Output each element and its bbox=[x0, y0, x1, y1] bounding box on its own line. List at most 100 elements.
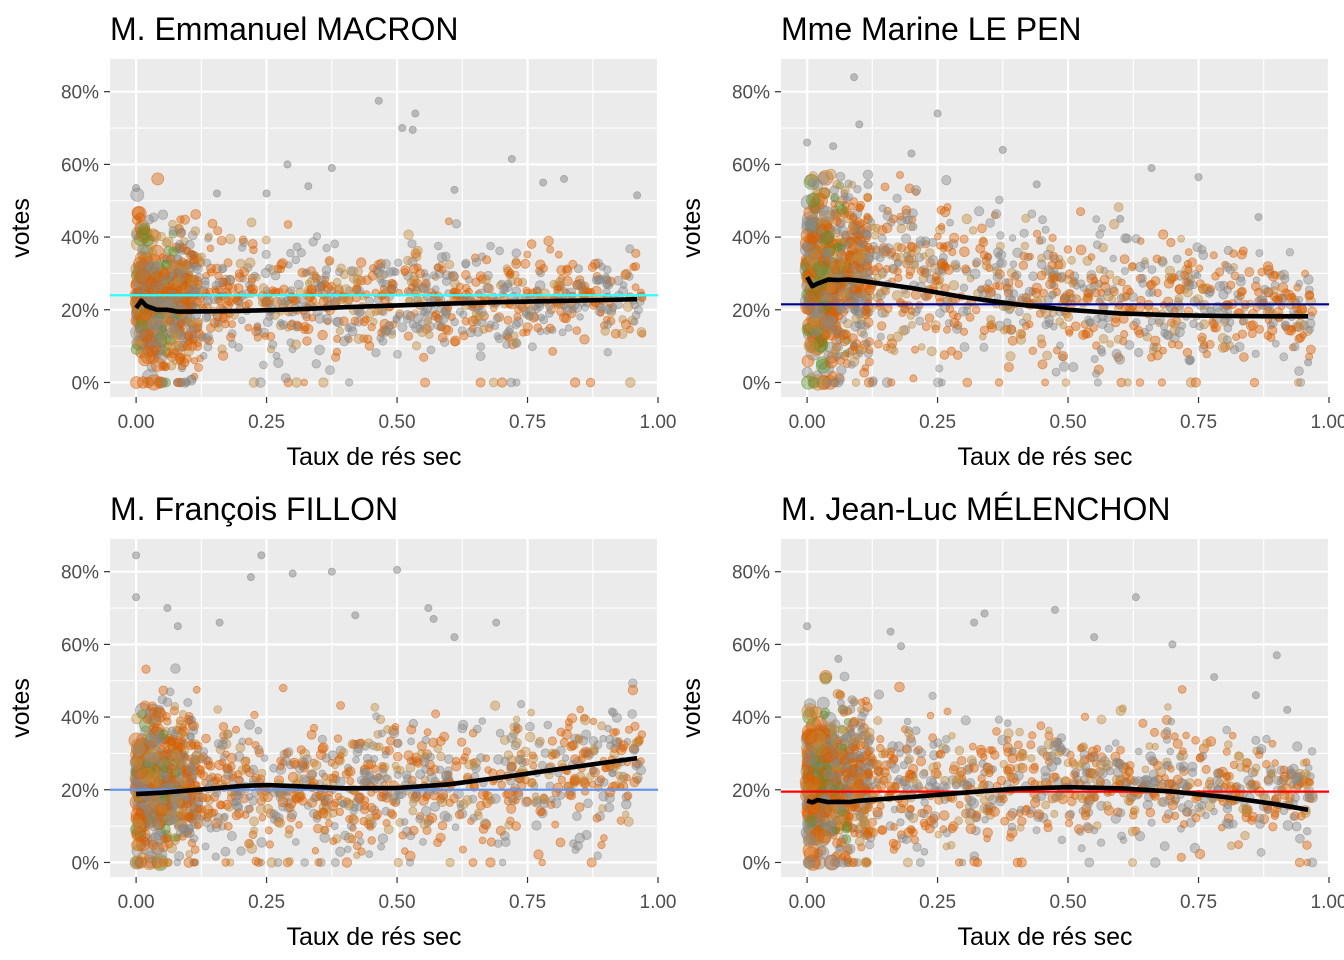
scatter-point bbox=[635, 765, 647, 776]
x-tick-label: 0.00 bbox=[789, 412, 826, 433]
scatter-point bbox=[197, 805, 206, 814]
scatter-point bbox=[556, 265, 567, 276]
scatter-point bbox=[336, 263, 346, 273]
scatter-point bbox=[1065, 329, 1074, 337]
scatter-point bbox=[296, 745, 306, 755]
scatter-point bbox=[941, 175, 952, 186]
scatter-point bbox=[213, 705, 223, 714]
scatter-point bbox=[378, 336, 388, 346]
scatter-point bbox=[1124, 340, 1135, 350]
scatter-point bbox=[285, 857, 294, 866]
scatter-point bbox=[400, 847, 409, 855]
scatter-point bbox=[991, 209, 1002, 219]
scatter-point bbox=[820, 330, 830, 340]
scatter-point bbox=[144, 214, 155, 225]
scatter-point bbox=[459, 330, 469, 341]
scatter-point bbox=[603, 319, 613, 329]
scatter-point bbox=[948, 280, 960, 291]
scatter-point bbox=[408, 825, 419, 836]
scatter-point bbox=[194, 741, 203, 750]
scatter-point bbox=[806, 192, 821, 208]
scatter-point bbox=[192, 685, 201, 694]
scatter-point bbox=[1222, 335, 1232, 345]
scatter-point bbox=[235, 791, 244, 801]
scatter-point bbox=[1113, 334, 1123, 344]
scatter-point bbox=[344, 378, 354, 387]
scatter-point bbox=[403, 331, 414, 341]
scatter-point bbox=[407, 737, 416, 746]
scatter-point bbox=[1306, 344, 1316, 355]
scatter-point bbox=[458, 719, 469, 731]
scatter-point bbox=[1092, 240, 1102, 250]
scatter-point bbox=[398, 831, 407, 840]
scatter-point bbox=[856, 349, 864, 358]
scatter-point bbox=[1147, 164, 1156, 173]
scatter-point bbox=[295, 820, 303, 829]
scatter-point bbox=[519, 328, 527, 337]
scatter-point bbox=[506, 268, 515, 277]
scatter-point bbox=[350, 316, 360, 326]
scatter-point bbox=[556, 727, 566, 737]
scatter-point bbox=[330, 858, 340, 868]
scatter-point bbox=[468, 325, 477, 333]
scatter-point bbox=[1279, 352, 1289, 362]
scatter-point bbox=[493, 839, 503, 848]
scatter-point bbox=[561, 313, 571, 324]
scatter-point bbox=[1245, 320, 1256, 331]
scatter-point bbox=[280, 373, 291, 383]
scatter-point bbox=[381, 750, 390, 759]
scatter-point bbox=[458, 845, 467, 854]
scatter-point bbox=[1255, 249, 1264, 258]
scatter-point bbox=[500, 756, 510, 766]
scatter-point bbox=[825, 168, 837, 180]
scatter-point bbox=[193, 341, 203, 351]
scatter-point bbox=[393, 857, 403, 868]
panel-1: 0.00 0.25 0.50 0.75 1.000%20%40%60%80%Taux d… bbox=[7, 11, 676, 471]
scatter-point bbox=[335, 846, 346, 857]
scatter-point bbox=[478, 836, 487, 845]
scatter-point bbox=[226, 762, 236, 772]
scatter-point bbox=[506, 803, 517, 814]
scatter-point bbox=[589, 717, 598, 726]
scatter-point bbox=[347, 326, 358, 337]
scatter-point bbox=[513, 316, 524, 328]
scatter-point bbox=[444, 259, 455, 270]
scatter-point bbox=[315, 749, 327, 761]
scatter-point bbox=[213, 226, 223, 236]
scatter-point bbox=[1092, 369, 1101, 378]
scatter-point bbox=[279, 284, 289, 294]
scatter-point bbox=[637, 730, 647, 739]
scatter-point bbox=[577, 282, 587, 292]
scatter-point bbox=[246, 573, 255, 582]
scatter-point bbox=[451, 823, 460, 831]
scatter-point bbox=[616, 816, 626, 825]
scatter-point bbox=[426, 345, 436, 355]
scatter-point bbox=[217, 800, 226, 810]
y-axis: 0%20%40%60%80% bbox=[732, 83, 781, 394]
scatter-point bbox=[525, 731, 536, 743]
scatter-point bbox=[201, 733, 211, 744]
scatter-point bbox=[1098, 333, 1109, 344]
scatter-point bbox=[257, 768, 267, 778]
scatter-point bbox=[979, 250, 989, 260]
scatter-point bbox=[225, 233, 236, 245]
scatter-point bbox=[994, 378, 1004, 387]
scatter-point bbox=[436, 323, 446, 332]
scatter-point bbox=[527, 708, 535, 717]
scatter-point bbox=[1012, 247, 1023, 258]
scatter-point bbox=[186, 276, 197, 286]
scatter-point bbox=[481, 255, 492, 265]
scatter-point bbox=[984, 279, 993, 287]
scatter-point bbox=[986, 314, 996, 324]
scatter-point bbox=[1015, 328, 1027, 340]
scatter-point bbox=[386, 284, 396, 294]
scatter-point bbox=[372, 712, 381, 721]
scatter-point bbox=[161, 259, 170, 268]
scatter-point bbox=[896, 170, 905, 179]
scatter-point bbox=[196, 769, 206, 779]
scatter-point bbox=[596, 775, 606, 784]
scatter-point bbox=[241, 764, 251, 773]
scatter-point bbox=[142, 714, 153, 724]
scatter-point bbox=[1206, 306, 1215, 315]
scatter-point bbox=[369, 317, 378, 326]
